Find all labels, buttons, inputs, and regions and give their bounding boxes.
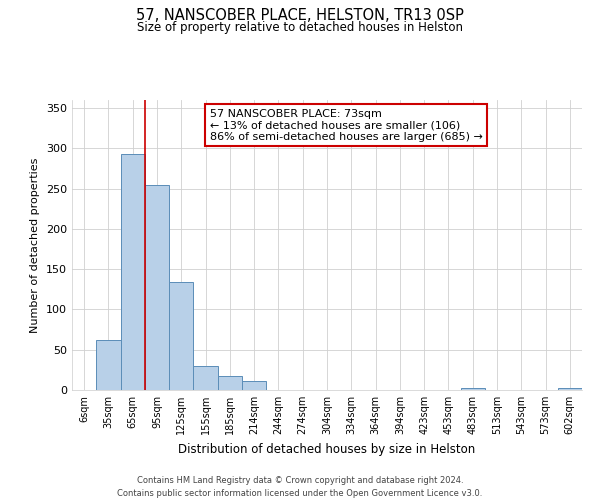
Bar <box>169 282 193 390</box>
Text: 57 NANSCOBER PLACE: 73sqm
← 13% of detached houses are smaller (106)
86% of semi: 57 NANSCOBER PLACE: 73sqm ← 13% of detac… <box>210 108 482 142</box>
Bar <box>145 184 169 390</box>
Text: Contains HM Land Registry data © Crown copyright and database right 2024.
Contai: Contains HM Land Registry data © Crown c… <box>118 476 482 498</box>
Bar <box>121 154 145 390</box>
Bar <box>461 388 485 390</box>
Text: Distribution of detached houses by size in Helston: Distribution of detached houses by size … <box>178 442 476 456</box>
Y-axis label: Number of detached properties: Number of detached properties <box>31 158 40 332</box>
Bar <box>193 366 218 390</box>
Text: 57, NANSCOBER PLACE, HELSTON, TR13 0SP: 57, NANSCOBER PLACE, HELSTON, TR13 0SP <box>136 8 464 22</box>
Bar <box>218 376 242 390</box>
Text: Size of property relative to detached houses in Helston: Size of property relative to detached ho… <box>137 21 463 34</box>
Bar <box>242 381 266 390</box>
Bar <box>558 388 582 390</box>
Bar <box>96 340 121 390</box>
